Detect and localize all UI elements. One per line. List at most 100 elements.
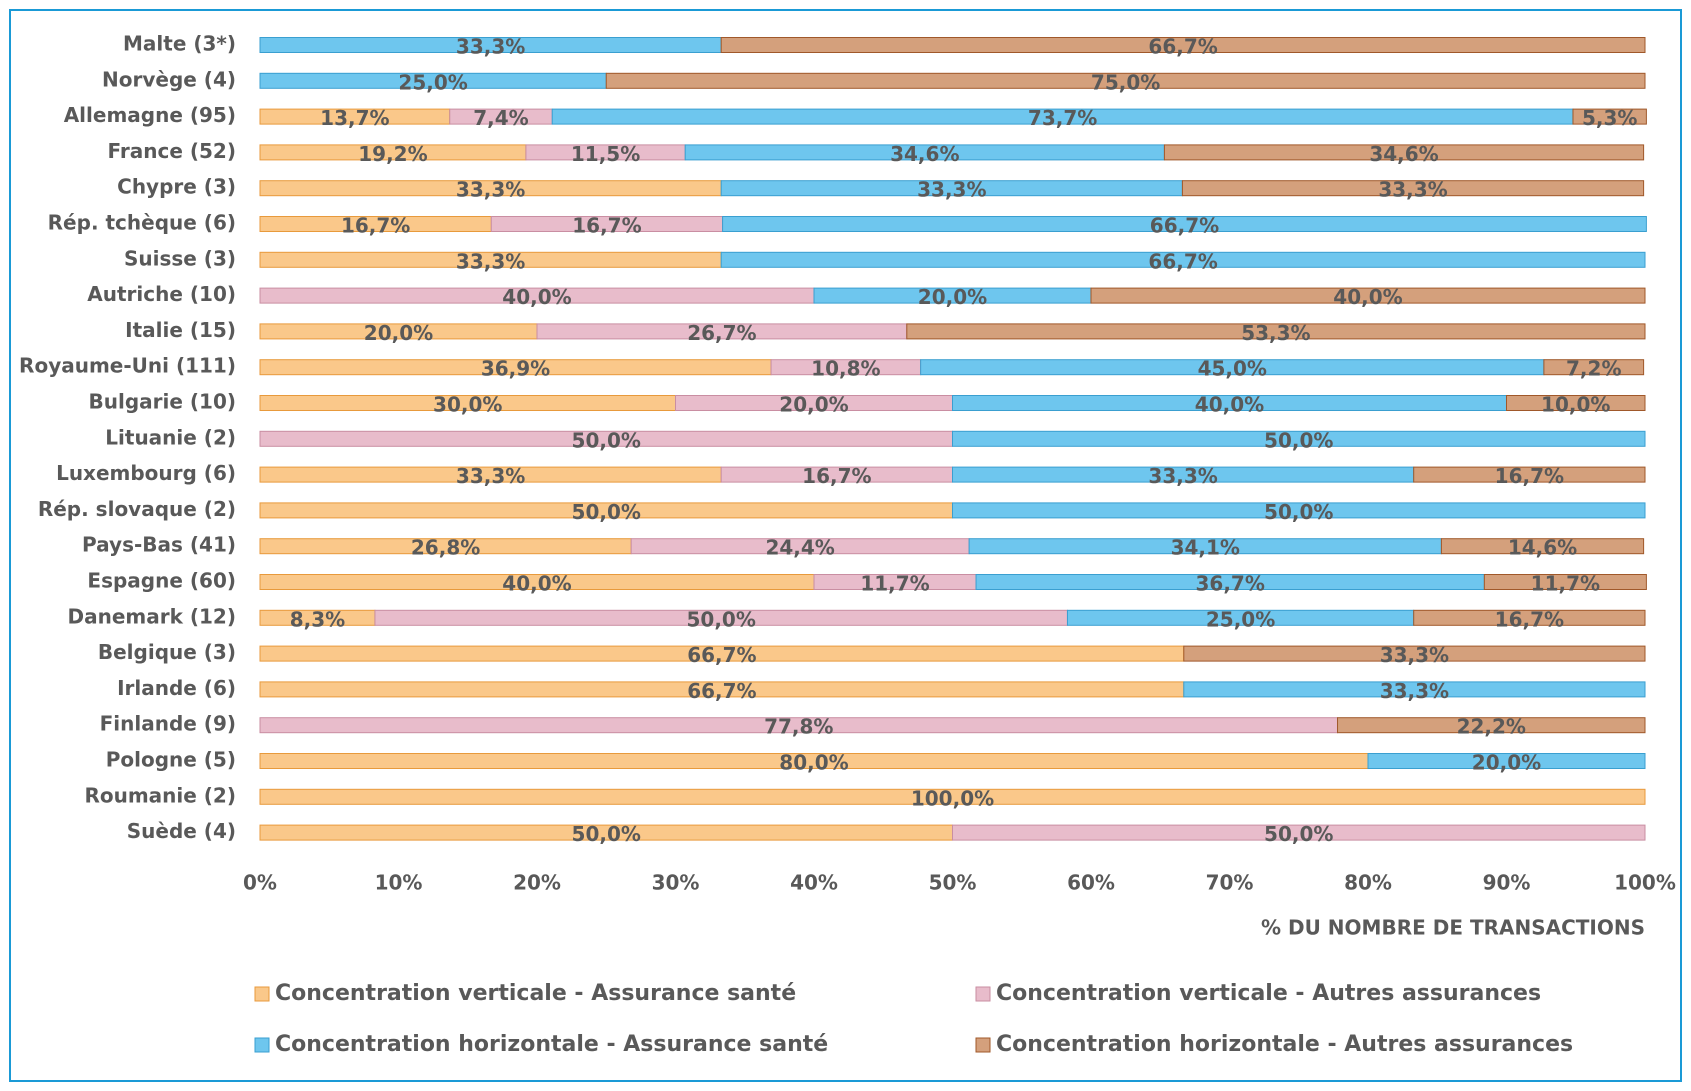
y-tick-label: Belgique (3) bbox=[98, 640, 236, 664]
data-label: 100,0% bbox=[911, 786, 994, 810]
bar-segment bbox=[1181, 180, 1645, 197]
data-label: 40,0% bbox=[1333, 285, 1402, 309]
data-label: 66,7% bbox=[1150, 214, 1219, 238]
y-tick-label: Malte (3*) bbox=[123, 32, 236, 56]
y-tick-label: Suisse (3) bbox=[124, 246, 236, 270]
bar-segment bbox=[1506, 395, 1646, 411]
bar-segment bbox=[1572, 108, 1647, 125]
data-label: 50,0% bbox=[572, 500, 641, 524]
data-label: 33,3% bbox=[456, 464, 525, 488]
data-label: 33,3% bbox=[456, 178, 525, 202]
x-tick-label: 100% bbox=[1614, 871, 1676, 895]
x-tick-label: 70% bbox=[1206, 871, 1254, 895]
data-label: 11,7% bbox=[1531, 572, 1600, 596]
data-label: 16,7% bbox=[1495, 464, 1564, 488]
y-tick-label: Roumanie (2) bbox=[84, 783, 236, 807]
data-label: 24,4% bbox=[765, 536, 834, 560]
bar-segment bbox=[1367, 753, 1646, 769]
y-tick-label: Finlande (9) bbox=[100, 712, 236, 736]
x-tick-label: 30% bbox=[652, 871, 700, 895]
x-axis-title: % DU NOMBRE DE TRANSACTIONS bbox=[1261, 916, 1645, 940]
data-label: 53,3% bbox=[1241, 321, 1310, 345]
data-label: 25,0% bbox=[1206, 607, 1275, 631]
bar-segment bbox=[722, 216, 1647, 232]
y-tick-label: Rép. tchèque (6) bbox=[48, 211, 236, 235]
bar-segment bbox=[605, 72, 1646, 89]
data-label: 22,2% bbox=[1457, 715, 1526, 739]
data-label: 80,0% bbox=[779, 751, 848, 775]
y-tick-label: Pologne (5) bbox=[106, 748, 236, 772]
data-label: 75,0% bbox=[1091, 70, 1160, 94]
y-tick-label: Danemark (12) bbox=[68, 604, 236, 628]
data-label: 66,7% bbox=[1148, 249, 1217, 273]
data-label: 33,3% bbox=[1148, 464, 1217, 488]
x-tick-label: 80% bbox=[1344, 871, 1392, 895]
legend-swatch bbox=[975, 986, 991, 1002]
legend-swatch bbox=[254, 1037, 270, 1053]
bar-segment bbox=[1090, 287, 1646, 304]
y-tick-label: France (52) bbox=[108, 139, 236, 163]
legend-label: Concentration horizontale - Autres assur… bbox=[996, 1032, 1573, 1057]
data-label: 16,7% bbox=[802, 464, 871, 488]
data-label: 33,3% bbox=[456, 249, 525, 273]
bar-segment bbox=[952, 502, 1646, 519]
data-label: 34,6% bbox=[890, 142, 959, 166]
data-label: 34,6% bbox=[1369, 142, 1438, 166]
data-label: 50,0% bbox=[1264, 500, 1333, 524]
bar-segment bbox=[1337, 717, 1646, 734]
y-tick-label: Pays-Bas (41) bbox=[82, 533, 236, 557]
data-label: 34,1% bbox=[1171, 536, 1240, 560]
bar-segment bbox=[952, 824, 1646, 841]
data-label: 25,0% bbox=[398, 70, 467, 94]
data-label: 20,0% bbox=[364, 321, 433, 345]
y-tick-label: Allemagne (95) bbox=[64, 103, 236, 127]
x-tick-label: 40% bbox=[790, 871, 838, 895]
data-label: 30,0% bbox=[433, 393, 502, 417]
data-label: 10,0% bbox=[1541, 393, 1610, 417]
data-label: 50,0% bbox=[1264, 822, 1333, 846]
bar-segment bbox=[1440, 538, 1645, 555]
y-tick-label: Norvège (4) bbox=[102, 67, 236, 91]
data-label: 45,0% bbox=[1198, 357, 1267, 381]
frame bbox=[9, 9, 1682, 1082]
data-label: 50,0% bbox=[572, 428, 641, 452]
y-tick-label: Irlande (6) bbox=[117, 676, 236, 700]
bar-segment bbox=[1483, 574, 1647, 590]
bar-segment bbox=[952, 430, 1646, 447]
y-tick-label: Autriche (10) bbox=[87, 282, 236, 306]
data-label: 50,0% bbox=[1264, 428, 1333, 452]
y-tick-label: Luxembourg (6) bbox=[56, 461, 236, 485]
x-tick-label: 90% bbox=[1483, 871, 1531, 895]
data-label: 73,7% bbox=[1028, 106, 1097, 130]
data-label: 16,7% bbox=[572, 214, 641, 238]
data-label: 10,8% bbox=[811, 357, 880, 381]
x-tick-label: 50% bbox=[929, 871, 977, 895]
y-tick-label: Rép. slovaque (2) bbox=[38, 497, 236, 521]
data-label: 20,0% bbox=[779, 393, 848, 417]
y-tick-label: Espagne (60) bbox=[87, 569, 236, 593]
data-label: 33,3% bbox=[917, 178, 986, 202]
y-tick-label: Chypre (3) bbox=[117, 175, 236, 199]
data-label: 33,3% bbox=[1378, 178, 1447, 202]
data-label: 33,3% bbox=[1380, 679, 1449, 703]
data-label: 7,4% bbox=[473, 106, 528, 130]
data-label: 19,2% bbox=[358, 142, 427, 166]
data-label: 26,7% bbox=[687, 321, 756, 345]
bar-segment bbox=[1183, 645, 1646, 662]
y-tick-label: Italie (15) bbox=[125, 318, 236, 342]
legend-label: Concentration verticale - Assurance sant… bbox=[275, 981, 796, 1006]
data-label: 13,7% bbox=[320, 106, 389, 130]
data-label: 16,7% bbox=[1495, 607, 1564, 631]
y-tick-label: Lituanie (2) bbox=[105, 425, 236, 449]
data-label: 33,3% bbox=[1380, 643, 1449, 667]
data-label: 66,7% bbox=[1148, 35, 1217, 59]
y-tick-label: Bulgarie (10) bbox=[88, 390, 236, 414]
data-label: 16,7% bbox=[341, 214, 410, 238]
y-tick-label: Suède (4) bbox=[127, 819, 236, 843]
data-label: 20,0% bbox=[1472, 751, 1541, 775]
y-tick-label: Royaume-Uni (111) bbox=[19, 354, 236, 378]
data-label: 26,8% bbox=[411, 536, 480, 560]
data-label: 14,6% bbox=[1508, 536, 1577, 560]
legend-label: Concentration horizontale - Assurance sa… bbox=[275, 1032, 828, 1057]
